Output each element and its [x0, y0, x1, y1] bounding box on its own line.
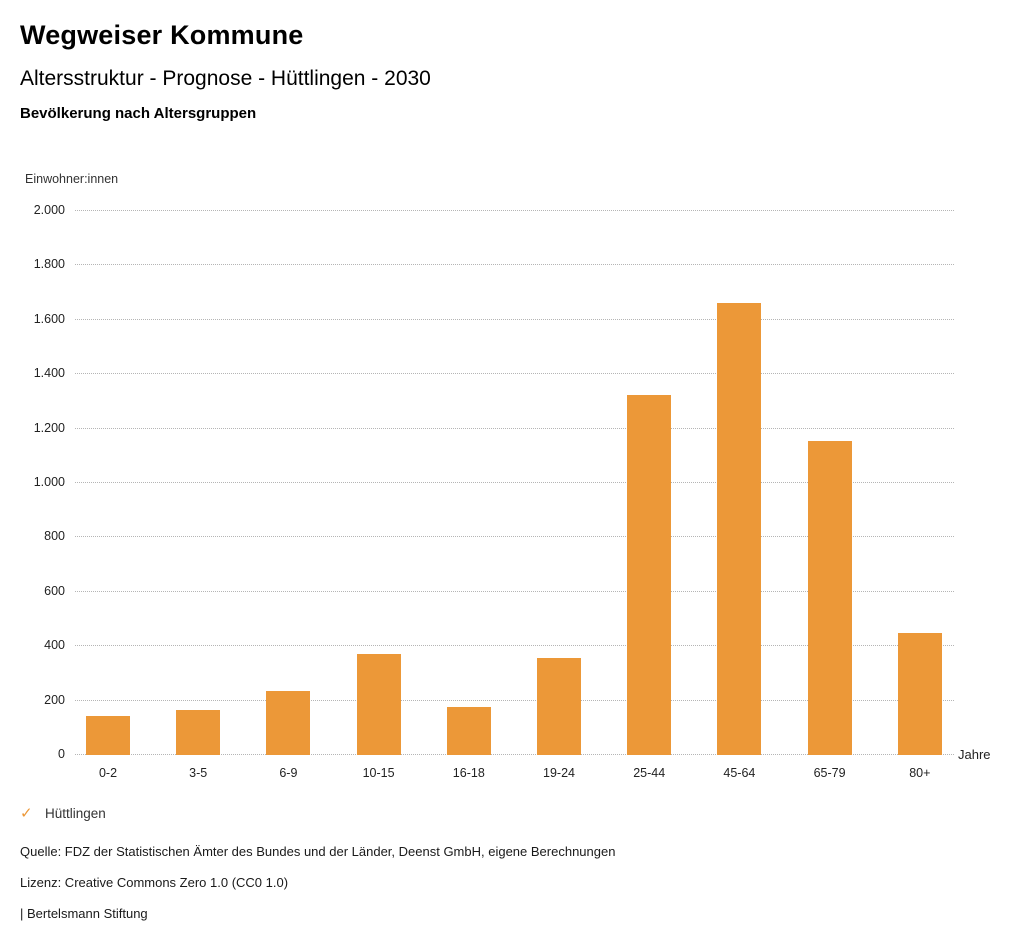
- legend-label: Hüttlingen: [45, 805, 106, 821]
- gridline: [75, 645, 954, 647]
- x-tick-label: 16-18: [452, 766, 485, 780]
- y-tick-label: 0: [58, 747, 65, 761]
- bar-chart-plot-area: 0 200 400 600 800 1.000 1.200 1.400 1.600 1.800 2.…: [34, 203, 954, 780]
- x-tick-label: 80+: [909, 766, 931, 780]
- gridline: [75, 210, 954, 211]
- y-tick-label: 1.400: [33, 366, 65, 381]
- y-tick-label: 1.000: [33, 475, 65, 489]
- gridline: [75, 264, 954, 266]
- x-axis-title: Jahre: [958, 747, 991, 762]
- bar-3-5[interactable]: [176, 710, 221, 755]
- gridline: [75, 699, 954, 701]
- bar-25-44[interactable]: [627, 395, 672, 755]
- x-tick-label: 0-2: [98, 766, 118, 780]
- y-tick-label: 400: [44, 638, 65, 653]
- y-axis-title: Einwohner:innen: [25, 172, 119, 186]
- chart-heading: Bevölkerung nach Altersgruppen: [20, 105, 257, 122]
- x-tick-label: 10-15: [362, 766, 395, 780]
- bar-80+[interactable]: [897, 633, 942, 755]
- gridline: [75, 754, 954, 755]
- license-text: Lizenz: Creative Commons Zero 1.0 (CC0 1…: [20, 875, 289, 890]
- gridline: [75, 590, 954, 592]
- bar-45-64[interactable]: [717, 303, 762, 755]
- legend-item-huettlingen[interactable]: ✓ Hüttlingen: [20, 804, 106, 822]
- attribution-text: | Bertelsmann Stiftung: [20, 906, 148, 921]
- app-title: Wegweiser Kommune: [20, 20, 304, 50]
- source-text: Quelle: FDZ der Statistischen Ämter des …: [20, 844, 616, 859]
- bar-0-2[interactable]: [86, 716, 130, 755]
- x-tick-label: 45-64: [723, 766, 756, 780]
- x-tick-label: 19-24: [543, 766, 575, 780]
- y-tick-label: 800: [44, 529, 65, 544]
- bar-10-15[interactable]: [356, 654, 401, 755]
- bar-19-24[interactable]: [537, 658, 581, 755]
- gridline: [75, 427, 954, 429]
- chart-subtitle: Altersstruktur - Prognose - Hüttlingen -…: [20, 67, 431, 90]
- gridline: [75, 536, 954, 538]
- y-tick-label: 600: [44, 583, 65, 598]
- bar-65-79[interactable]: [807, 441, 852, 755]
- gridline: [75, 482, 954, 483]
- x-tick-label: 65-79: [813, 766, 846, 780]
- y-tick-label: 1.200: [33, 420, 65, 435]
- y-tick-label: 1.800: [33, 257, 65, 272]
- bar-16-18[interactable]: [446, 707, 491, 755]
- x-tick-label: 3-5: [189, 766, 208, 780]
- gridline: [75, 373, 954, 375]
- gridline: [75, 318, 954, 320]
- bar-6-9[interactable]: [266, 691, 311, 755]
- x-tick-label: 25-44: [633, 766, 666, 780]
- y-tick-label: 1.600: [33, 311, 65, 326]
- x-tick-label: 6-9: [279, 766, 298, 780]
- y-tick-label: 200: [44, 692, 65, 707]
- check-icon: ✓: [20, 805, 33, 822]
- y-tick-label: 2.000: [33, 203, 65, 217]
